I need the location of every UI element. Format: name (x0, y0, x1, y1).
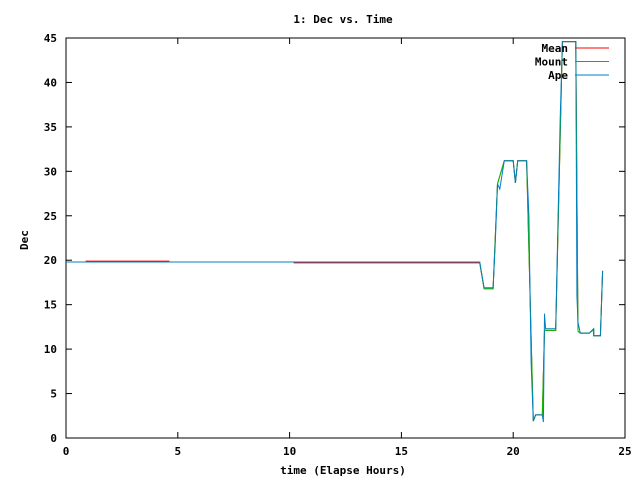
legend-label-mount: Mount (535, 56, 568, 69)
legend-label-mean: Mean (542, 42, 569, 55)
y-tick-label: 0 (50, 432, 57, 445)
series-line-ape (66, 41, 604, 423)
y-tick-label: 15 (44, 299, 57, 312)
x-tick-label: 10 (283, 445, 296, 458)
chart-title: 1: Dec vs. Time (293, 13, 393, 26)
y-tick-label: 45 (44, 32, 57, 45)
x-tick-label: 20 (507, 445, 520, 458)
y-tick-label: 25 (44, 210, 57, 223)
x-tick-label: 5 (174, 445, 181, 458)
x-tick-label: 0 (63, 445, 70, 458)
y-axis-label: Dec (18, 230, 31, 250)
y-tick-label: 30 (44, 165, 57, 178)
plot-frame (65, 37, 626, 439)
y-tick-label: 40 (44, 76, 57, 89)
y-tick-label: 35 (44, 121, 57, 134)
legend-label-ape: Ape (548, 69, 568, 82)
y-tick-label: 20 (44, 254, 57, 267)
y-tick-label: 5 (50, 388, 57, 401)
x-tick-label: 25 (618, 445, 631, 458)
x-tick-label: 15 (395, 445, 408, 458)
x-axis-label: time (Elapse Hours) (280, 464, 406, 477)
y-tick-label: 10 (44, 343, 57, 356)
plot-area: 0 5 10 15 20 25 0 5 10 15 20 25 30 35 40 45 (44, 32, 632, 458)
